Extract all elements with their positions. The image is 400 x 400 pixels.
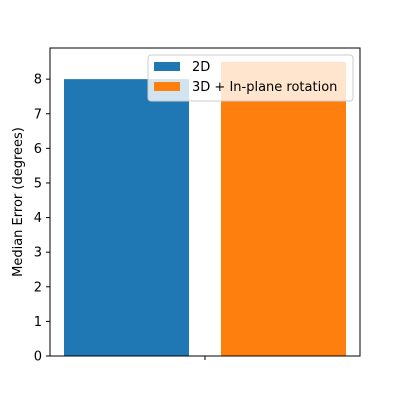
y-tick-label: 2: [34, 280, 42, 295]
bar-series-2: [221, 61, 346, 356]
bars-group: [64, 61, 346, 357]
bar-series-1: [64, 79, 189, 357]
legend: 2D 3D + In-plane rotation: [147, 54, 354, 102]
y-tick-label: 3: [34, 246, 42, 261]
y-tick-label: 7: [34, 107, 42, 122]
y-tick-label: 6: [34, 142, 42, 157]
y-tick-label: 1: [34, 315, 42, 330]
y-tick-label: 0: [34, 350, 42, 365]
y-tick-label: 5: [34, 176, 42, 191]
y-tick-label: 8: [34, 73, 42, 88]
legend-swatch: [154, 82, 180, 91]
legend-label: 3D + In-plane rotation: [192, 80, 337, 95]
y-axis-label: Median Error (degrees): [11, 127, 26, 277]
legend-label: 2D: [192, 60, 210, 75]
legend-box: [147, 54, 354, 102]
y-tick-label: 4: [34, 211, 42, 226]
y-axis-ticks: 0 1 2 3 4 5 6 7 8: [34, 73, 50, 365]
legend-swatch: [154, 62, 180, 71]
